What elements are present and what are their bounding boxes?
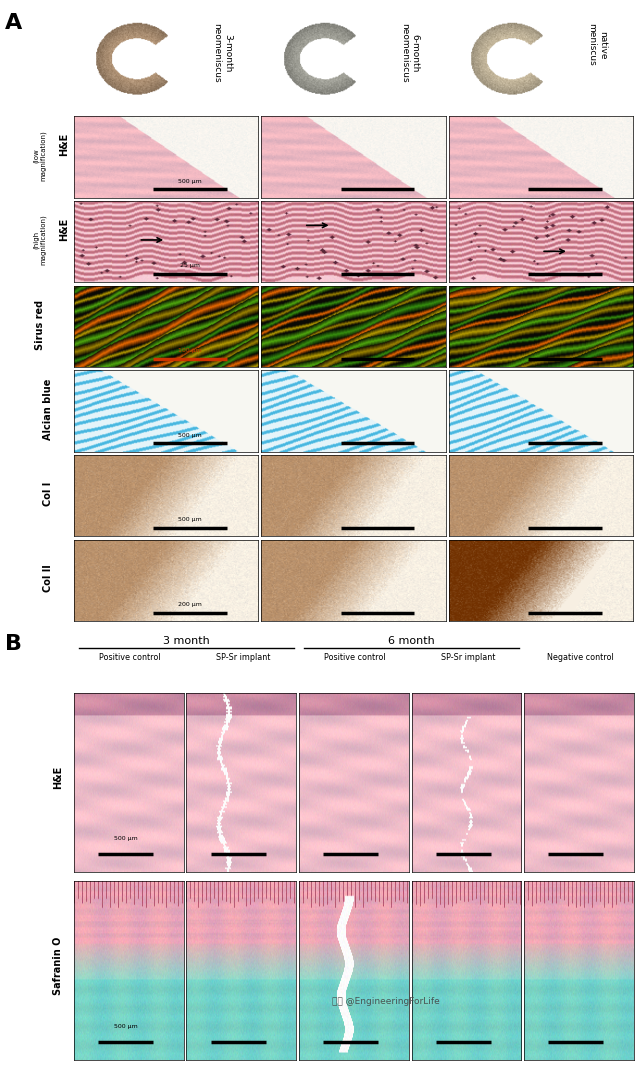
Text: B: B (5, 634, 22, 654)
Text: SP-Sr implant: SP-Sr implant (215, 653, 270, 661)
Text: 3-month
neomeniscus: 3-month neomeniscus (212, 23, 232, 83)
Text: 25 μm: 25 μm (180, 263, 200, 268)
Text: Col I: Col I (43, 481, 53, 506)
Text: Positive control: Positive control (325, 653, 386, 661)
Text: 500 μm: 500 μm (114, 1025, 138, 1029)
Text: Sirus red: Sirus red (35, 299, 45, 349)
Text: H&E: H&E (59, 133, 69, 157)
Text: 100 μm: 100 μm (178, 348, 202, 354)
Text: SP-Sr implant: SP-Sr implant (440, 653, 495, 661)
Text: native
meniscus: native meniscus (588, 23, 607, 66)
Text: H&E: H&E (59, 217, 69, 241)
Text: Alcian blue: Alcian blue (43, 378, 53, 440)
Text: H&E: H&E (53, 766, 63, 789)
Text: Positive control: Positive control (100, 653, 161, 661)
Text: 6-month
neomeniscus: 6-month neomeniscus (400, 23, 419, 83)
Text: (low
magnification): (low magnification) (33, 130, 47, 181)
Text: 500 μm: 500 μm (178, 432, 202, 438)
Text: Col II: Col II (43, 564, 53, 592)
Text: 500 μm: 500 μm (178, 518, 202, 523)
Text: (high
magnification): (high magnification) (33, 214, 47, 265)
Text: 知乎 @EngineeringForLife: 知乎 @EngineeringForLife (332, 997, 440, 1005)
Text: 500 μm: 500 μm (114, 836, 138, 841)
Text: Safranin O: Safranin O (53, 936, 63, 995)
Text: 200 μm: 200 μm (178, 602, 202, 607)
Text: 6 month: 6 month (388, 636, 435, 645)
Text: 3 month: 3 month (163, 636, 210, 645)
Text: A: A (5, 13, 23, 33)
Text: Negative control: Negative control (547, 653, 613, 661)
Text: 500 μm: 500 μm (178, 179, 202, 184)
